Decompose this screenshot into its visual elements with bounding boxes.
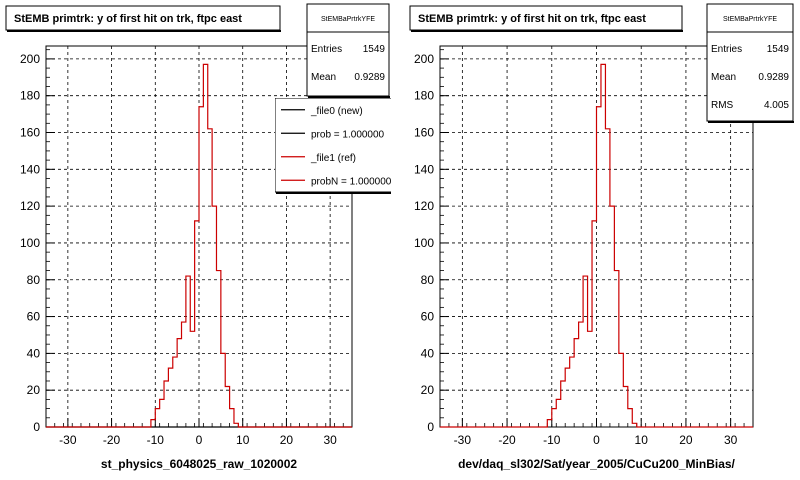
- y-tick-label: 80: [421, 273, 435, 287]
- y-tick-label: 60: [27, 310, 41, 324]
- stats-box: [706, 3, 794, 122]
- stats-mean-value: 0.9289: [758, 72, 789, 83]
- stats-rms-label: RMS: [711, 100, 734, 111]
- stats-entries-value: 1549: [363, 44, 386, 55]
- stats-rms-value: 4.005: [764, 100, 789, 111]
- y-tick-label: 60: [421, 310, 435, 324]
- stats-mean-label: Mean: [311, 72, 336, 83]
- y-tick-label: 100: [414, 236, 434, 250]
- x-tick-label: -30: [454, 433, 472, 447]
- y-tick-label: 120: [414, 199, 434, 213]
- stats-entries-label: Entries: [711, 44, 742, 55]
- histogram-panel-1: -30 -20 -10 0 10 20 30 0 20 40 60 80 100 120 140 160 180…: [5, 3, 392, 471]
- stats-mean-value: 0.9289: [354, 72, 385, 83]
- legend-label: probN = 1.000000: [311, 176, 392, 187]
- title-box-shadow: [411, 30, 683, 32]
- chart-title: StEMB primtrk: y of first hit on trk, ft…: [418, 13, 646, 25]
- y-tick-label: 160: [414, 126, 434, 140]
- title-box: [5, 5, 281, 31]
- stats-box-shadow: [308, 96, 390, 98]
- legend-box: [275, 98, 391, 193]
- y-tick-label: 200: [20, 52, 40, 66]
- y-tick-label: 0: [427, 420, 434, 434]
- stats-title: StEMBaPrtrkYFE: [723, 16, 777, 23]
- y-tick-label: 180: [20, 89, 40, 103]
- y-tick-label: 100: [20, 236, 40, 250]
- y-tick-label: 160: [20, 126, 40, 140]
- x-tick-label: 20: [679, 433, 693, 447]
- x-tick-label: -20: [103, 433, 121, 447]
- chart-title: StEMB primtrk: y of first hit on trk, ft…: [14, 13, 242, 25]
- x-tick-label: 30: [323, 433, 337, 447]
- y-tick-label: 40: [27, 346, 41, 360]
- legend-label: _file0 (new): [310, 106, 363, 117]
- plot-frame: [439, 45, 754, 428]
- legend-label: prob = 1.000000: [311, 129, 385, 140]
- title-box-shadow: [7, 30, 281, 32]
- x-tick-label: 10: [236, 433, 250, 447]
- legend-label: _file1 (ref): [310, 153, 356, 164]
- stats-title: StEMBaPrtrkYFE: [321, 16, 375, 23]
- y-tick-label: 140: [20, 162, 40, 176]
- x-tick-label: -20: [498, 433, 516, 447]
- y-tick-label: 200: [414, 52, 434, 66]
- x-tick-label: -10: [147, 433, 165, 447]
- x-axis-label: dev/daq_sl302/Sat/year_2005/CuCu200_MinB…: [458, 457, 735, 471]
- histogram-series-1: [440, 63, 753, 428]
- x-tick-label: 10: [635, 433, 649, 447]
- histogram-panel-2: -30 -20 -10 0 10 20 30 0 20 40 60 80 100 120 140 160 180…: [409, 3, 794, 471]
- stats-entries-label: Entries: [311, 44, 342, 55]
- y-tick-label: 140: [414, 162, 434, 176]
- title-box: [409, 5, 683, 31]
- x-tick-label: 20: [280, 433, 294, 447]
- x-tick-label: -30: [59, 433, 77, 447]
- stats-mean-label: Mean: [711, 72, 736, 83]
- stats-entries-value: 1549: [767, 44, 790, 55]
- y-tick-label: 80: [27, 273, 41, 287]
- x-axis-label: st_physics_6048025_raw_1020002: [101, 457, 297, 471]
- x-tick-label: -10: [543, 433, 561, 447]
- stats-box: [306, 3, 390, 97]
- x-tick-label: 0: [196, 433, 203, 447]
- y-tick-label: 120: [20, 199, 40, 213]
- stats-box-shadow: [708, 121, 794, 123]
- histogram-series-2: [46, 63, 352, 428]
- y-tick-label: 180: [414, 89, 434, 103]
- y-tick-label: 20: [421, 383, 435, 397]
- x-tick-label: 0: [593, 433, 600, 447]
- y-tick-label: 0: [33, 420, 40, 434]
- x-tick-label: 30: [724, 433, 738, 447]
- legend: _file0 (new) prob = 1.000000 _file1 (ref) p…: [275, 98, 392, 194]
- y-tick-label: 40: [421, 346, 435, 360]
- legend-box-shadow: [276, 192, 391, 194]
- y-tick-label: 20: [27, 383, 41, 397]
